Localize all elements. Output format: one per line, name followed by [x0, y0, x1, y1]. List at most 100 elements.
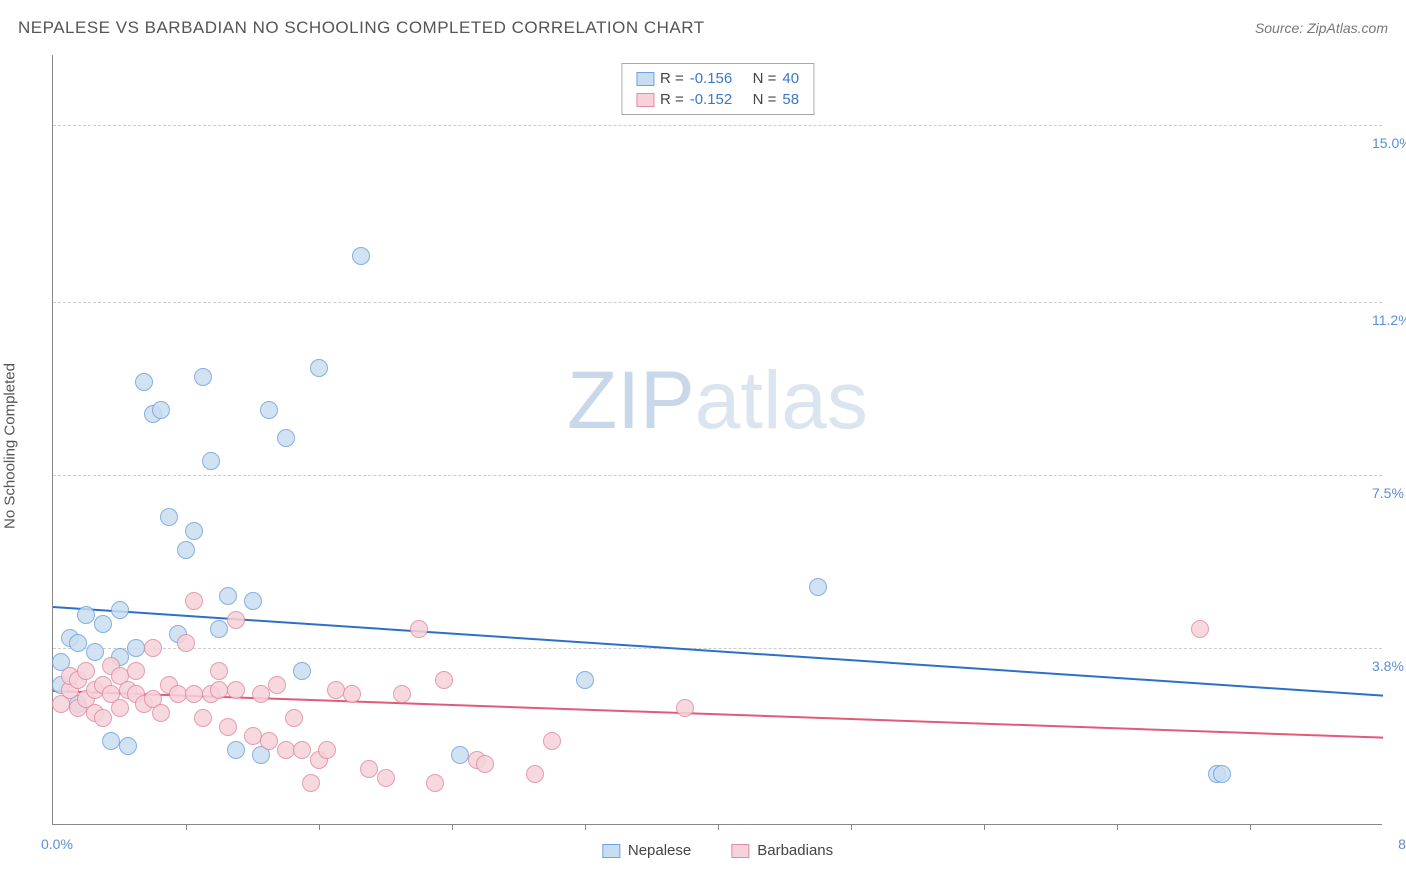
chart-title: NEPALESE VS BARBADIAN NO SCHOOLING COMPL…	[18, 18, 705, 38]
legend-row-nepalese: R = -0.156 N = 40	[636, 68, 799, 89]
data-point-barbadians	[327, 681, 345, 699]
data-point-barbadians	[260, 732, 278, 750]
data-point-nepalese	[1213, 765, 1231, 783]
data-point-nepalese	[135, 373, 153, 391]
x-tick	[319, 824, 320, 830]
chart-source: Source: ZipAtlas.com	[1255, 20, 1388, 36]
data-point-barbadians	[360, 760, 378, 778]
x-tick	[186, 824, 187, 830]
data-point-barbadians	[1191, 620, 1209, 638]
x-tick	[851, 824, 852, 830]
chart-header: NEPALESE VS BARBADIAN NO SCHOOLING COMPL…	[18, 18, 1388, 38]
data-point-nepalese	[310, 359, 328, 377]
data-point-barbadians	[435, 671, 453, 689]
data-point-barbadians	[111, 699, 129, 717]
gridline	[53, 125, 1382, 126]
legend-item-barbadians: Barbadians	[731, 842, 833, 859]
data-point-barbadians	[302, 774, 320, 792]
trendline-nepalese	[53, 606, 1383, 697]
data-point-nepalese	[160, 508, 178, 526]
data-point-barbadians	[127, 662, 145, 680]
swatch-barbadians-icon	[636, 93, 654, 107]
data-point-barbadians	[185, 685, 203, 703]
y-tick-label: 7.5%	[1372, 485, 1406, 501]
legend-r-label: R =	[660, 91, 684, 108]
data-point-barbadians	[526, 765, 544, 783]
x-tick	[984, 824, 985, 830]
watermark-bold: ZIP	[567, 355, 695, 446]
x-tick	[1250, 824, 1251, 830]
data-point-barbadians	[268, 676, 286, 694]
x-tick	[718, 824, 719, 830]
data-point-barbadians	[252, 685, 270, 703]
data-point-barbadians	[177, 634, 195, 652]
data-point-nepalese	[177, 541, 195, 559]
data-point-barbadians	[227, 611, 245, 629]
y-tick-label: 3.8%	[1372, 658, 1406, 674]
data-point-barbadians	[476, 755, 494, 773]
legend-row-barbadians: R = -0.152 N = 58	[636, 89, 799, 110]
data-point-nepalese	[451, 746, 469, 764]
y-axis-label: No Schooling Completed	[2, 363, 19, 529]
swatch-barbadians-icon	[731, 844, 749, 858]
data-point-nepalese	[86, 643, 104, 661]
data-point-nepalese	[69, 634, 87, 652]
data-point-nepalese	[111, 601, 129, 619]
legend-n-barbadians: 58	[782, 91, 799, 108]
legend-n-nepalese: 40	[782, 70, 799, 87]
data-point-barbadians	[227, 681, 245, 699]
swatch-nepalese-icon	[636, 72, 654, 86]
data-point-barbadians	[210, 662, 228, 680]
data-point-barbadians	[393, 685, 411, 703]
data-point-barbadians	[293, 741, 311, 759]
data-point-nepalese	[260, 401, 278, 419]
data-point-nepalese	[94, 615, 112, 633]
data-point-nepalese	[227, 741, 245, 759]
data-point-nepalese	[152, 401, 170, 419]
legend-label-nepalese: Nepalese	[628, 842, 691, 859]
legend-n-label: N =	[753, 91, 777, 108]
data-point-barbadians	[377, 769, 395, 787]
legend-n-label: N =	[753, 70, 777, 87]
x-axis-min-label: 0.0%	[41, 836, 73, 852]
data-point-nepalese	[809, 578, 827, 596]
data-point-nepalese	[219, 587, 237, 605]
data-point-barbadians	[169, 685, 187, 703]
data-point-barbadians	[343, 685, 361, 703]
legend-r-barbadians: -0.152	[690, 91, 733, 108]
data-point-barbadians	[676, 699, 694, 717]
data-point-barbadians	[285, 709, 303, 727]
data-point-barbadians	[543, 732, 561, 750]
x-tick	[1117, 824, 1118, 830]
data-point-nepalese	[102, 732, 120, 750]
x-tick	[585, 824, 586, 830]
legend-r-nepalese: -0.156	[690, 70, 733, 87]
data-point-barbadians	[144, 639, 162, 657]
x-axis-max-label: 8.0%	[1398, 836, 1406, 852]
data-point-barbadians	[318, 741, 336, 759]
data-point-barbadians	[210, 681, 228, 699]
data-point-barbadians	[410, 620, 428, 638]
data-point-barbadians	[94, 709, 112, 727]
data-point-barbadians	[194, 709, 212, 727]
data-point-nepalese	[352, 247, 370, 265]
data-point-nepalese	[194, 368, 212, 386]
data-point-nepalese	[576, 671, 594, 689]
y-tick-label: 15.0%	[1372, 135, 1406, 151]
data-point-nepalese	[185, 522, 203, 540]
data-point-nepalese	[244, 592, 262, 610]
data-point-nepalese	[127, 639, 145, 657]
scatter-plot: ZIPatlas R = -0.156 N = 40 R = -0.152 N …	[52, 55, 1382, 825]
data-point-barbadians	[426, 774, 444, 792]
legend-item-nepalese: Nepalese	[602, 842, 691, 859]
data-point-barbadians	[152, 704, 170, 722]
gridline	[53, 475, 1382, 476]
legend-r-label: R =	[660, 70, 684, 87]
legend-label-barbadians: Barbadians	[757, 842, 833, 859]
data-point-nepalese	[119, 737, 137, 755]
correlation-legend: R = -0.156 N = 40 R = -0.152 N = 58	[621, 63, 814, 115]
data-point-barbadians	[244, 727, 262, 745]
data-point-barbadians	[277, 741, 295, 759]
gridline	[53, 302, 1382, 303]
x-tick	[452, 824, 453, 830]
